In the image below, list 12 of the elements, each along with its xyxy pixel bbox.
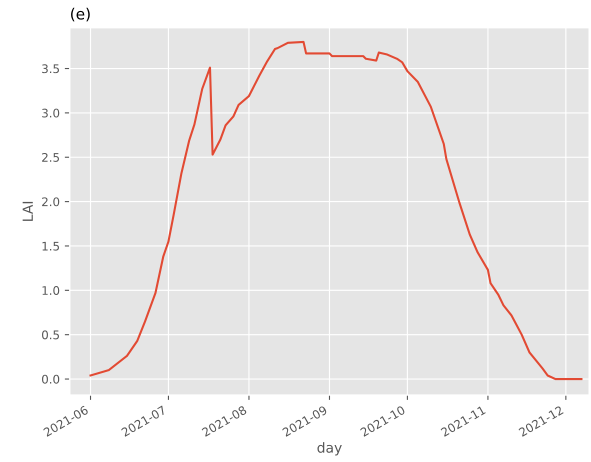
- y-axis-title: LAI: [22, 202, 33, 221]
- y-tick-label: 1.5: [42, 242, 59, 251]
- y-tick-label: 2.0: [42, 197, 60, 206]
- y-tick-label: 0.0: [42, 374, 60, 384]
- chart-title: (e): [71, 8, 90, 22]
- y-tick-label: 3.5: [42, 64, 59, 74]
- y-tick-label: 3.0: [42, 108, 60, 118]
- y-tick-label: 1.0: [42, 286, 60, 295]
- x-axis-title: day: [317, 442, 342, 456]
- y-tick-label: 0.5: [42, 330, 59, 340]
- y-tick-label: 2.5: [42, 152, 59, 162]
- line-series: [89, 40, 582, 380]
